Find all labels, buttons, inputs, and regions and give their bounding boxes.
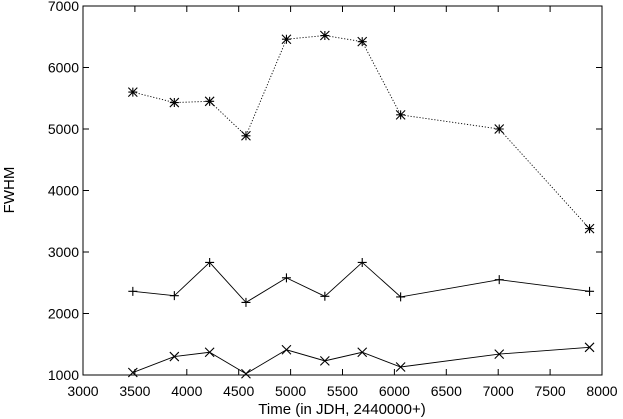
data-point <box>585 286 595 296</box>
x-axis-label: Time (in JDH, 2440000+) <box>258 401 425 418</box>
data-point <box>241 297 251 307</box>
y-tick-label: 3000 <box>48 244 79 260</box>
data-point <box>169 97 180 108</box>
data-point <box>584 223 595 234</box>
data-point <box>357 257 367 267</box>
x-tick-label: 6500 <box>431 383 462 399</box>
data-point <box>319 355 330 366</box>
data-point <box>319 30 330 41</box>
series-3 <box>127 342 595 379</box>
y-tick-label: 1000 <box>48 367 79 383</box>
data-point <box>357 347 368 358</box>
x-tick-label: 5000 <box>275 383 306 399</box>
plot-frame <box>82 5 603 376</box>
y-tick-label: 6000 <box>48 60 79 76</box>
data-point <box>395 109 406 120</box>
x-tick-label: 4000 <box>171 383 202 399</box>
data-point <box>169 291 179 301</box>
x-tick-label: 3000 <box>67 383 98 399</box>
data-point <box>241 130 251 141</box>
x-tick-label: 6000 <box>379 383 410 399</box>
x-tick-label: 7000 <box>483 383 514 399</box>
data-point <box>204 96 215 107</box>
data-point <box>584 342 595 353</box>
series-line <box>132 346 590 375</box>
y-tick-label: 5000 <box>48 121 79 137</box>
data-point <box>494 275 504 285</box>
data-point <box>281 344 292 355</box>
data-point <box>205 257 215 267</box>
y-axis-label: FWHM <box>1 167 18 214</box>
data-point <box>169 351 180 362</box>
data-point <box>127 87 138 97</box>
series-line <box>132 261 590 304</box>
data-point <box>281 34 292 45</box>
data-point <box>281 273 291 283</box>
data-point <box>357 36 368 47</box>
series-2 <box>128 257 595 307</box>
data-point <box>127 367 138 378</box>
x-tick-label: 4500 <box>223 383 254 399</box>
y-tick-label: 7000 <box>48 0 79 14</box>
x-tick-label: 7500 <box>535 383 566 399</box>
series-1 <box>127 30 595 234</box>
x-tick-label: 8000 <box>586 383 617 399</box>
data-point <box>494 349 505 359</box>
data-point <box>395 362 406 372</box>
data-point <box>204 347 215 358</box>
series-layer <box>127 30 595 379</box>
x-tick-label: 3500 <box>119 383 150 399</box>
data-point <box>396 292 406 302</box>
series-line <box>132 35 590 229</box>
data-point <box>128 286 138 296</box>
y-tick-label: 4000 <box>48 183 79 199</box>
data-point <box>494 124 505 134</box>
x-tick-label: 5500 <box>327 383 358 399</box>
data-point <box>320 291 330 301</box>
data-point <box>241 368 251 379</box>
axis-ticks: 3000 3500 4000 4500 5000 5500 6000 6500 7000 7500… <box>48 0 618 399</box>
y-tick-label: 2000 <box>48 306 79 322</box>
